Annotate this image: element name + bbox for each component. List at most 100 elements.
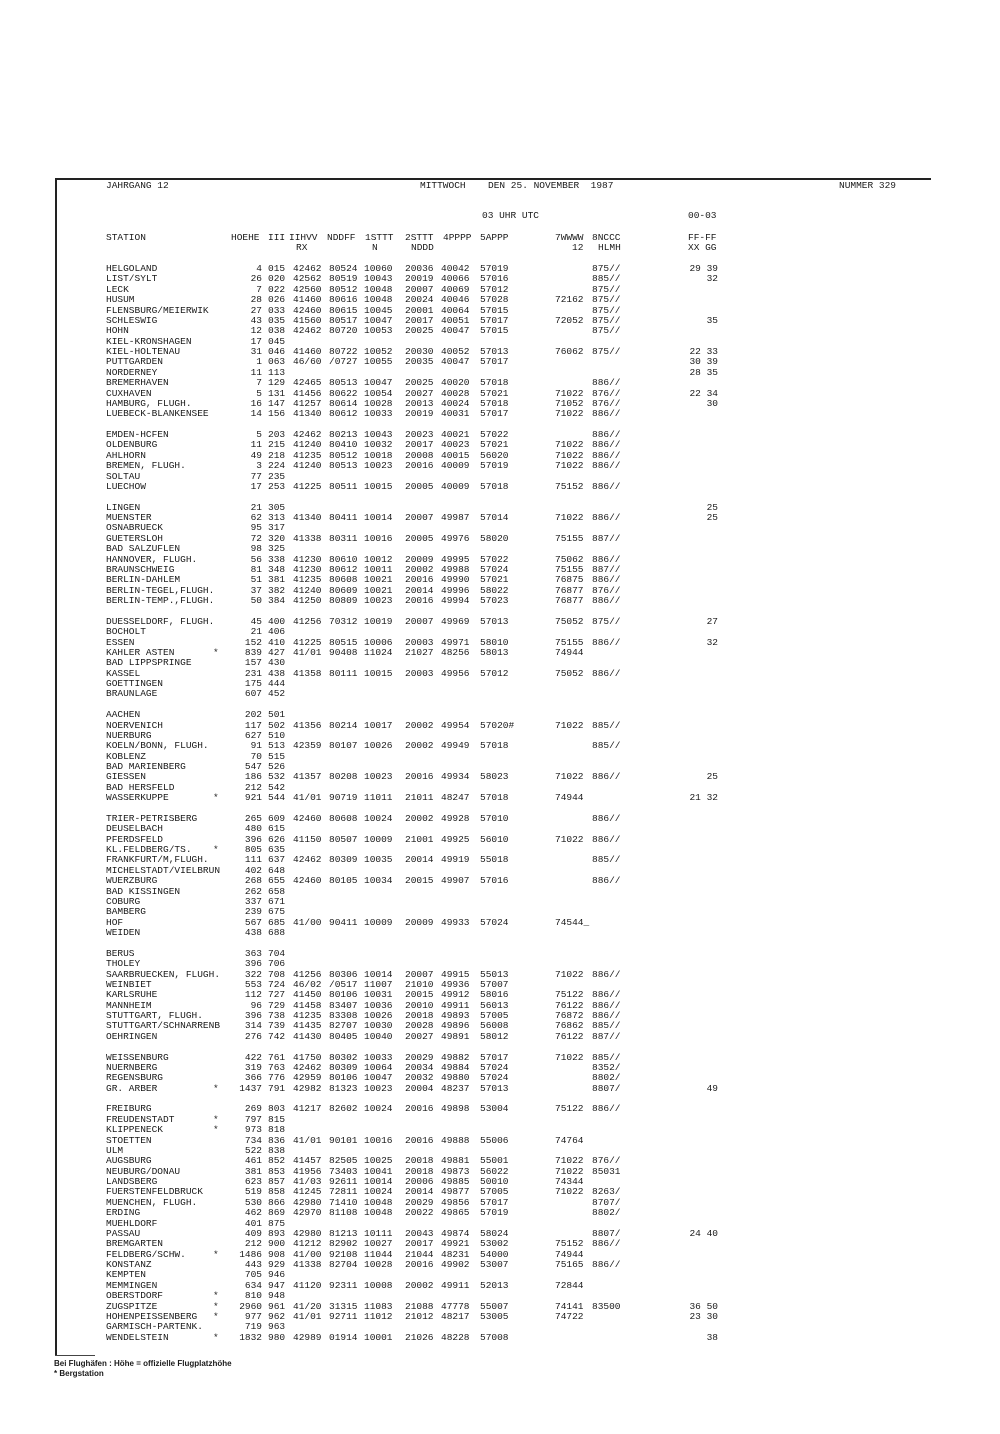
station-height: 72	[250, 532, 262, 544]
group-nddff: 80610	[329, 553, 358, 565]
group-4pppp: 49881	[441, 1155, 470, 1167]
station-number: 675	[268, 906, 286, 918]
group-iihvv: 42462	[293, 263, 322, 274]
group-iihvv: 41230	[293, 553, 322, 565]
table-row: BRAUNLAGE 607 452	[0, 689, 1000, 699]
group-nddff: 80405	[329, 1030, 358, 1042]
group-2sttt: 20027	[405, 387, 434, 399]
group-4pppp: 49902	[441, 1259, 470, 1270]
station-number: 381	[268, 574, 286, 586]
group-nddff: 80309	[329, 854, 358, 866]
table-row: HUSUM 28 026 41460 80616 10048 20024 40046 57028…	[0, 295, 1000, 305]
group-5appp: 57017	[480, 1051, 509, 1063]
group-8nccc: 885//	[592, 1051, 621, 1063]
station-name: HOF	[106, 916, 124, 928]
group-iihvv: 41235	[293, 449, 322, 461]
group-spacer	[0, 492, 1000, 502]
group-nddff: 80524	[329, 263, 358, 274]
table-row: COBURG 337 671	[0, 896, 1000, 907]
group-1sttt: 11011	[364, 792, 393, 804]
table-row: BRAUNSCHWEIG 81 348 41230 80612 10011 20002 499…	[0, 563, 1000, 575]
group-4pppp: 40009	[441, 460, 470, 472]
group-ff: 22 34	[689, 387, 718, 399]
group-8nccc: 885//	[592, 854, 621, 866]
table-row: WEISSENBURG 422 761 41750 80302 10033 20029 498…	[0, 1051, 1000, 1063]
group-nddff: 80411	[329, 512, 358, 523]
group-1sttt: 10014	[364, 968, 393, 980]
group-7wwww: 71052	[555, 397, 584, 409]
col-iii: III	[268, 232, 286, 243]
group-8nccc: 886//	[592, 480, 621, 492]
group-5appp: 57005	[480, 1010, 509, 1021]
station-number: 724	[268, 978, 286, 990]
group-2sttt: 20032	[405, 1072, 434, 1084]
group-1sttt: 10014	[364, 512, 393, 523]
group-1sttt: 10009	[364, 916, 393, 928]
group-8nccc: 8263/	[592, 1186, 621, 1198]
station-name: SOLTAU	[106, 470, 141, 482]
group-nddff: 80612	[329, 408, 358, 420]
group-1sttt: 10030	[364, 1020, 393, 1032]
group-8nccc: 886//	[592, 771, 621, 783]
group-nddff: 01914	[329, 1331, 358, 1343]
group-nddff: 80512	[329, 449, 358, 461]
group-2sttt: 20017	[405, 439, 434, 451]
group-4pppp: 49885	[441, 1176, 470, 1187]
station-number: 866	[268, 1196, 286, 1208]
group-iihvv: 41/01	[293, 1134, 322, 1146]
station-height: 62	[250, 512, 262, 523]
group-nddff: 80622	[329, 387, 358, 399]
group-1sttt: 10017	[364, 719, 393, 731]
station-height: 402	[244, 864, 262, 876]
group-nddff: 80507	[329, 833, 358, 845]
group-4pppp: 40028	[441, 387, 470, 399]
table-row: PUTTGARDEN 1 063 46/60/0727 10055 20035 40047 5…	[0, 357, 1000, 367]
group-iihvv: 42465	[293, 377, 322, 389]
group-1sttt: 10048	[364, 283, 393, 295]
station-height: 21	[250, 501, 262, 513]
station-height: 91	[250, 740, 262, 752]
group-1sttt: 10016	[364, 532, 393, 544]
group-iihvv: 41257	[293, 397, 322, 409]
station-number: 948	[268, 1290, 286, 1302]
group-5appp: 57017	[480, 1196, 509, 1208]
station-number: 727	[268, 989, 286, 1001]
group-2sttt: 20029	[405, 1051, 434, 1063]
table-row: OLDENBURG 11 215 41240 80410 10032 20017 40023 5…	[0, 440, 1000, 450]
table-row: STUTTGART, FLUGH. 396 738 41235 83308 10026 20…	[0, 1011, 1000, 1021]
station-height: 1832	[239, 1331, 262, 1343]
group-8nccc: 886//	[592, 512, 621, 523]
group-5appp: 55018	[480, 854, 509, 866]
group-5appp: 52013	[480, 1279, 509, 1291]
group-1sttt: 10027	[364, 1238, 393, 1250]
group-1sttt: 10031	[364, 989, 393, 1001]
station-number: 869	[268, 1207, 286, 1219]
group-1sttt: 10043	[364, 273, 393, 285]
station-height: 21	[250, 626, 262, 638]
station-number: 532	[268, 771, 286, 783]
station-number: 729	[268, 999, 286, 1011]
table-row: MANNHEIM 96 729 41458 83407 10036 20010 49911 56…	[0, 999, 1000, 1011]
station-number: 761	[268, 1051, 286, 1063]
group-iihvv: 41/00	[293, 1248, 322, 1260]
group-5appp: 57007	[480, 978, 509, 990]
group-5appp: 57016	[480, 875, 509, 887]
station-name: BREMERHAVEN	[106, 377, 169, 389]
station-number: 742	[268, 1030, 286, 1042]
group-8nccc: 8807/	[592, 1227, 621, 1239]
group-1sttt: 10048	[364, 1196, 393, 1208]
station-number: 215	[268, 439, 286, 451]
station-number: 853	[268, 1165, 286, 1177]
station-name: KASSEL	[106, 667, 141, 679]
station-number: 947	[268, 1279, 286, 1291]
group-2sttt: 20022	[405, 1207, 434, 1219]
table-row: OSNABRUECK 95 317	[0, 523, 1000, 533]
station-number: 020	[268, 273, 286, 285]
group-2sttt: 20017	[405, 1238, 434, 1250]
group-2sttt: 21011	[405, 792, 434, 804]
station-number: 348	[268, 563, 286, 575]
station-height: 705	[244, 1269, 262, 1281]
group-4pppp: 49888	[441, 1134, 470, 1146]
group-nddff: 80517	[329, 314, 358, 326]
group-2sttt: 20043	[405, 1227, 434, 1239]
